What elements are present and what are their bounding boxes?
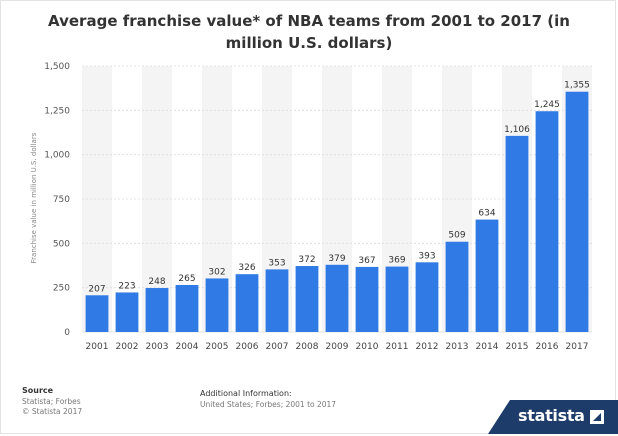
- additional-info-heading: Additional Information:: [200, 389, 292, 398]
- y-tick-labels: 0 250 500 750 1,000 1,250 1,500: [44, 62, 70, 338]
- x-tick-label: 2002: [116, 342, 139, 352]
- value-label: 1,355: [564, 81, 590, 91]
- bar: [85, 295, 109, 332]
- value-label: 509: [448, 231, 465, 241]
- bar: [445, 241, 469, 332]
- source-heading: Source: [22, 386, 54, 395]
- x-tick-label: 2010: [356, 342, 379, 352]
- value-label: 326: [238, 263, 255, 273]
- y-tick-label: 1,000: [44, 151, 70, 161]
- value-label: 207: [88, 284, 105, 294]
- value-label: 372: [298, 255, 315, 265]
- x-tick-label: 2003: [146, 342, 169, 352]
- x-tick-label: 2013: [446, 342, 469, 352]
- bars: [85, 91, 589, 332]
- bar: [535, 111, 559, 332]
- bar: [475, 219, 499, 332]
- x-tick-label: 2007: [266, 342, 289, 352]
- value-label: 1,106: [504, 125, 530, 135]
- brand-name: statista: [518, 406, 585, 425]
- x-tick-label: 2001: [86, 342, 109, 352]
- additional-info-text: United States; Forbes; 2001 to 2017: [200, 400, 337, 409]
- bar: [205, 278, 229, 332]
- value-label: 1,245: [534, 100, 560, 110]
- bar: [385, 266, 409, 332]
- y-tick-label: 750: [53, 195, 70, 205]
- y-tick-label: 500: [53, 239, 70, 249]
- value-label: 369: [388, 256, 405, 266]
- x-tick-label: 2012: [416, 342, 439, 352]
- x-tick-labels: 2001 2002 2003 2004 2005 2006 2007 2008 2009 2010…: [86, 342, 589, 352]
- value-label: 634: [478, 209, 495, 219]
- value-label: 223: [118, 281, 135, 291]
- copyright-line: © Statista 2017: [22, 407, 83, 416]
- bar: [325, 264, 349, 332]
- value-labels: 207 223 248 265 302 326 353 372 379 367 369 393 509 6…: [88, 81, 589, 295]
- bar: [235, 274, 259, 332]
- x-tick-label: 2006: [236, 342, 259, 352]
- y-tick-label: 1,500: [44, 62, 70, 72]
- x-tick-label: 2008: [296, 342, 319, 352]
- value-label: 265: [178, 274, 195, 284]
- x-tick-label: 2004: [176, 342, 199, 352]
- y-tick-label: 1,250: [44, 106, 70, 116]
- x-tick-label: 2009: [326, 342, 349, 352]
- value-label: 302: [208, 267, 225, 277]
- bar: [565, 91, 589, 332]
- x-tick-label: 2014: [476, 342, 499, 352]
- bar: [355, 266, 379, 332]
- bar: [145, 288, 169, 332]
- x-tick-label: 2011: [386, 342, 409, 352]
- x-tick-label: 2017: [566, 342, 589, 352]
- bar: [175, 285, 199, 332]
- bar: [265, 269, 289, 332]
- source-text: Statista; Forbes © Statista 2017: [22, 397, 82, 417]
- y-tick-label: 250: [53, 284, 70, 294]
- x-tick-label: 2016: [536, 342, 559, 352]
- value-label: 393: [418, 251, 435, 261]
- bar: [295, 266, 319, 332]
- statista-logo-icon: [590, 410, 604, 424]
- source-line: Statista; Forbes: [22, 397, 81, 406]
- value-label: 367: [358, 256, 375, 266]
- chart-title: Average franchise value* of NBA teams fr…: [48, 12, 570, 52]
- statista-brand[interactable]: statista: [488, 400, 618, 434]
- bar: [415, 262, 439, 332]
- bar: [505, 135, 529, 332]
- y-tick-label: 0: [64, 328, 70, 338]
- bar: [115, 292, 139, 332]
- x-tick-label: 2005: [206, 342, 229, 352]
- x-tick-label: 2015: [506, 342, 529, 352]
- value-label: 248: [148, 277, 165, 287]
- value-label: 379: [328, 254, 345, 264]
- value-label: 353: [268, 258, 285, 268]
